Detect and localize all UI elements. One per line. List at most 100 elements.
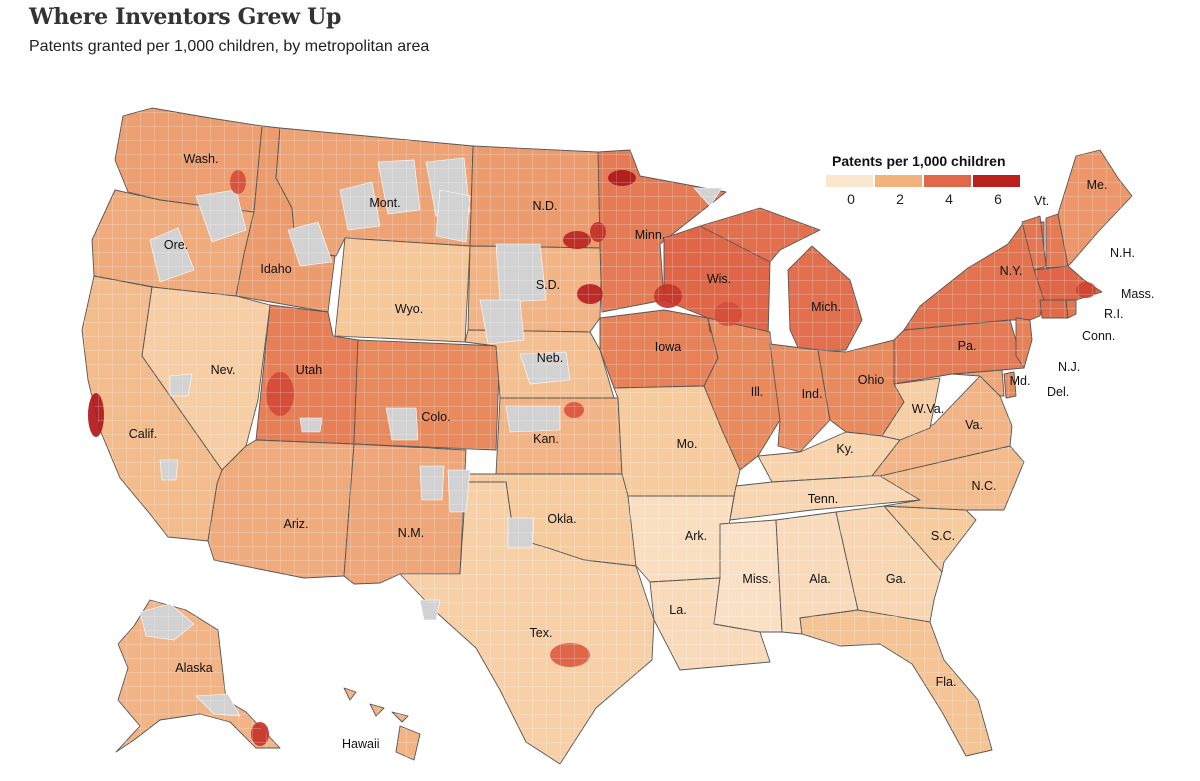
state-label-md: Md.: [1010, 374, 1031, 388]
state-labels-layer: Wash. Ore. Calif. Idaho Nev. Mont. Wyo. Utah Ari…: [129, 152, 1108, 689]
state-label-tn: Tenn.: [808, 492, 839, 506]
state-label-il: Ill.: [751, 385, 764, 399]
state-label-co: Colo.: [421, 410, 450, 424]
county-grid-ct: [1040, 300, 1068, 318]
state-label-wa: Wash.: [184, 152, 219, 166]
state-label-sc: S.C.: [931, 529, 955, 543]
state-label-oh: Ohio: [858, 373, 884, 387]
county-grid-mn: [598, 150, 726, 312]
county-grid-wv: [882, 378, 940, 440]
state-label-ut: Utah: [296, 363, 322, 377]
state-label-ca: Calif.: [129, 427, 157, 441]
county-grid-tn: [730, 470, 940, 520]
county-grid-mi: [700, 208, 862, 352]
legend-tick-2: 2: [896, 191, 904, 207]
county-grid-ia: [600, 310, 718, 388]
state-label-nd: N.D.: [533, 199, 558, 213]
county-grid-oh: [818, 340, 904, 436]
county-grid-tx: [400, 482, 654, 764]
county-grid-mt: [276, 128, 473, 256]
state-label-ar: Ark.: [685, 529, 707, 543]
state-label-pa: Pa.: [958, 339, 977, 353]
county-grid-ca: [82, 276, 222, 541]
state-label-mt: Mont.: [369, 196, 400, 210]
state-label-nm: N.M.: [398, 526, 424, 540]
legend-tick-4: 4: [945, 191, 953, 207]
county-grid-wy: [335, 238, 470, 342]
county-grid-ky: [758, 432, 900, 482]
state-label-wv: W.Va.: [912, 402, 944, 416]
county-grid-mo: [614, 386, 740, 496]
state-label-mi: Mich.: [811, 300, 841, 314]
county-grid-fl: [800, 610, 992, 756]
county-grid-ri: [1066, 300, 1076, 318]
legend-tick-6: 6: [994, 191, 1002, 207]
legend-title: Patents per 1,000 children: [832, 153, 1006, 169]
county-grid-vt: [1022, 216, 1046, 270]
county-grid-ak: [116, 600, 280, 752]
state-label-la: La.: [669, 603, 686, 617]
county-grid-sc: [884, 506, 976, 572]
legend-swatch-2: [924, 175, 971, 187]
state-label-ky: Ky.: [836, 442, 853, 456]
county-grid-ut: [256, 305, 358, 444]
county-grid-nc: [880, 446, 1024, 510]
county-grid-ne: [465, 330, 614, 398]
page-subtitle: Patents granted per 1,000 children, by m…: [29, 38, 430, 55]
outside-labels-layer: Vt. N.H. Mass. R.I. Conn. N.J. Del. Hawaii: [342, 194, 1154, 751]
outside-label-hi: Hawaii: [342, 737, 380, 751]
county-texture-layer: [82, 108, 1132, 764]
county-grid-in: [770, 344, 830, 452]
outside-label-nh: N.H.: [1110, 246, 1135, 260]
state-label-me: Me.: [1087, 178, 1108, 192]
county-grid-al: [776, 512, 858, 634]
state-label-or: Ore.: [164, 238, 188, 252]
state-label-id: Idaho: [260, 262, 291, 276]
map-legend: Patents per 1,000 children 0 2 4 6: [826, 153, 1026, 209]
county-grid-wa: [115, 108, 262, 212]
outside-label-ma: Mass.: [1121, 287, 1154, 301]
state-label-in: Ind.: [802, 387, 823, 401]
county-grid-md: [952, 370, 1004, 396]
legend-swatch-1: [875, 175, 922, 187]
county-grid-il: [704, 318, 780, 470]
county-grid-pa: [894, 320, 1024, 384]
state-label-az: Ariz.: [284, 517, 309, 531]
state-label-ga: Ga.: [886, 572, 906, 586]
legend-tick-0: 0: [847, 191, 855, 207]
county-grid-az: [208, 440, 354, 578]
state-label-ok: Okla.: [547, 512, 576, 526]
county-grid-nh: [1046, 214, 1068, 268]
state-label-mo: Mo.: [677, 437, 698, 451]
county-grid-nj: [1016, 318, 1032, 368]
outside-label-ri: R.I.: [1104, 307, 1123, 321]
state-label-al: Ala.: [809, 572, 831, 586]
legend-ticks: 0 2 4 6: [826, 191, 1026, 209]
page-title: Where Inventors Grew Up: [29, 4, 342, 30]
state-label-wi: Wis.: [707, 272, 731, 286]
county-grid-nm: [344, 444, 466, 584]
state-label-tx: Tex.: [530, 626, 553, 640]
state-label-sd: S.D.: [536, 278, 560, 292]
state-label-ia: Iowa: [655, 340, 681, 354]
county-grid-id: [236, 126, 335, 312]
outside-label-vt: Vt.: [1034, 194, 1049, 208]
county-grid-la: [650, 578, 770, 670]
county-grid-ga: [836, 506, 942, 624]
legend-swatch-3: [973, 175, 1020, 187]
outside-label-de: Del.: [1047, 385, 1069, 399]
county-grid-sd: [468, 246, 602, 332]
state-label-nv: Nev.: [211, 363, 236, 377]
county-grid-or: [92, 190, 254, 296]
state-label-fl: Fla.: [936, 675, 957, 689]
county-grid-ma: [1034, 266, 1102, 300]
county-grid-va: [872, 376, 1012, 476]
state-label-mn: Minn.: [635, 228, 666, 242]
county-grid-de: [1004, 372, 1016, 398]
state-label-ny: N.Y.: [1000, 264, 1023, 278]
county-grid-nv: [142, 287, 270, 470]
county-grid-hi: [344, 688, 420, 760]
county-grid-ny: [904, 222, 1044, 330]
state-label-ms: Miss.: [742, 572, 771, 586]
